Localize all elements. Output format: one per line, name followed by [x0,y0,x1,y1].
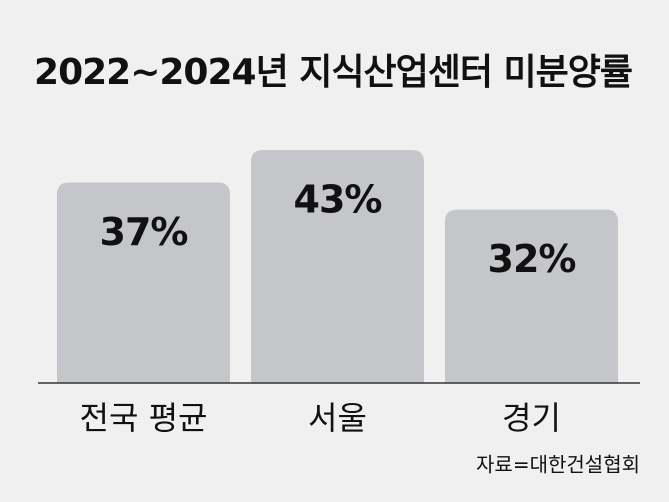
bar [57,182,230,383]
x-tick-label: 서울 [308,399,367,437]
bar [445,209,618,383]
x-tick-label: 전국 평균 [80,399,208,437]
chart-title: 2022~2024년 지식산업센터 미분양률 [34,52,632,93]
bar [251,150,424,383]
source: 자료=대한건설협회 [476,453,640,477]
value-label: 43% [294,178,382,222]
value-label: 37% [100,210,188,254]
value-label: 32% [488,237,576,281]
x-tick-label: 경기 [502,399,561,437]
